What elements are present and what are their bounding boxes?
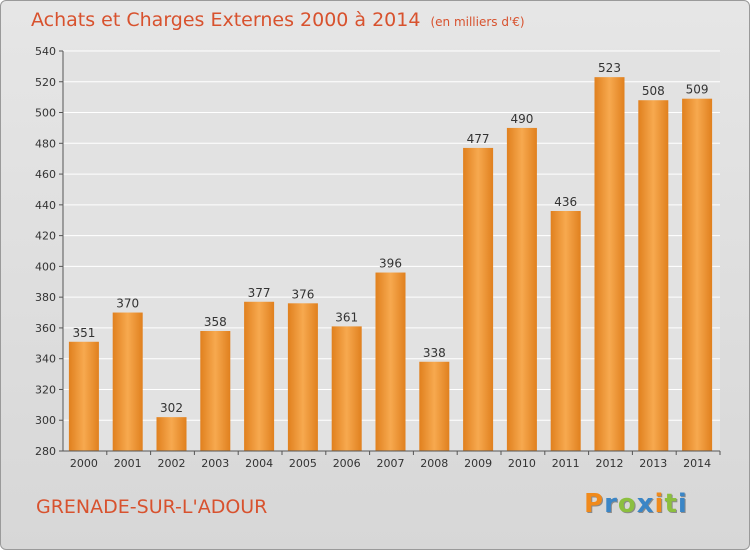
logo-letter: i [654, 489, 665, 519]
y-tick-label: 500 [35, 107, 56, 120]
data-label: 523 [598, 61, 621, 75]
data-label: 436 [554, 195, 577, 209]
y-tick-label: 440 [35, 199, 56, 212]
logo-letter: r [604, 489, 618, 519]
x-tick-label: 2001 [114, 457, 142, 470]
bar-2012 [594, 77, 625, 452]
y-tick-label: 420 [35, 230, 56, 243]
title-text: Achats et Charges Externes 2000 à 2014 [31, 9, 421, 31]
x-tick-label: 2003 [201, 457, 229, 470]
data-label: 370 [116, 297, 139, 311]
logo-letter: o [617, 489, 637, 519]
data-label: 302 [160, 401, 183, 415]
bar-2011 [550, 211, 581, 451]
y-tick-label: 380 [35, 291, 56, 304]
bar-2010 [506, 127, 537, 451]
y-tick-label: 400 [35, 260, 56, 273]
x-tick-label: 2013 [639, 457, 667, 470]
y-tick-label: 280 [35, 445, 56, 458]
x-tick-label: 2010 [508, 457, 536, 470]
x-tick-label: 2000 [70, 457, 98, 470]
y-tick-label: 320 [35, 383, 56, 396]
x-tick-label: 2004 [245, 457, 273, 470]
x-tick-label: 2006 [333, 457, 361, 470]
data-label: 490 [510, 112, 533, 126]
y-tick-label: 340 [35, 353, 56, 366]
chart-title: Achats et Charges Externes 2000 à 2014 (e… [31, 9, 525, 31]
data-label: 509 [686, 83, 709, 97]
data-label: 338 [423, 346, 446, 360]
location-label: GRENADE-SUR-L'ADOUR [36, 496, 268, 518]
bars: 351 370 302 358 377 376 361 396 338 477 490 436 523 5… [68, 61, 713, 452]
y-tick-label: 480 [35, 137, 56, 150]
x-tick-label: 2011 [552, 457, 580, 470]
bar-2002 [156, 417, 187, 451]
x-tick-label: 2009 [464, 457, 492, 470]
bar-2013 [638, 100, 669, 451]
bar-2008 [419, 361, 450, 451]
y-tick-label: 360 [35, 322, 56, 335]
y-tick-label: 300 [35, 414, 56, 427]
logo-letter: P [584, 489, 605, 519]
data-label: 508 [642, 84, 665, 98]
bar-2007 [375, 272, 406, 451]
bar-2001 [112, 312, 143, 451]
data-label: 377 [248, 286, 271, 300]
axes: 280 300 320 340 360 380 400 420 440 460 480 500 520 5… [35, 45, 721, 470]
data-label: 351 [72, 326, 95, 340]
data-label: 358 [204, 315, 227, 329]
bar-2005 [287, 303, 318, 451]
x-tick-label: 2002 [158, 457, 186, 470]
bar-2004 [244, 301, 275, 451]
data-label: 396 [379, 257, 402, 271]
y-tick-label: 520 [35, 76, 56, 89]
data-label: 477 [467, 132, 490, 146]
logo-letter: i [677, 489, 688, 519]
bar-2003 [200, 331, 231, 451]
bar-2014 [682, 98, 713, 451]
y-tick-label: 540 [35, 45, 56, 58]
x-tick-label: 2012 [596, 457, 624, 470]
x-tick-label: 2005 [289, 457, 317, 470]
bar-2009 [463, 147, 494, 451]
data-label: 376 [291, 287, 314, 301]
logo-letter: t [664, 489, 678, 519]
x-tick-label: 2014 [683, 457, 711, 470]
proxiti-logo[interactable]: Proxiti [584, 489, 688, 519]
x-tick-label: 2008 [420, 457, 448, 470]
data-label: 361 [335, 310, 358, 324]
x-tick-label: 2007 [377, 457, 405, 470]
bar-2000 [68, 341, 99, 451]
bar-2006 [331, 326, 362, 451]
unit-label: (en milliers d'€) [430, 15, 525, 29]
logo-letter: x [636, 489, 655, 519]
y-tick-label: 460 [35, 168, 56, 181]
